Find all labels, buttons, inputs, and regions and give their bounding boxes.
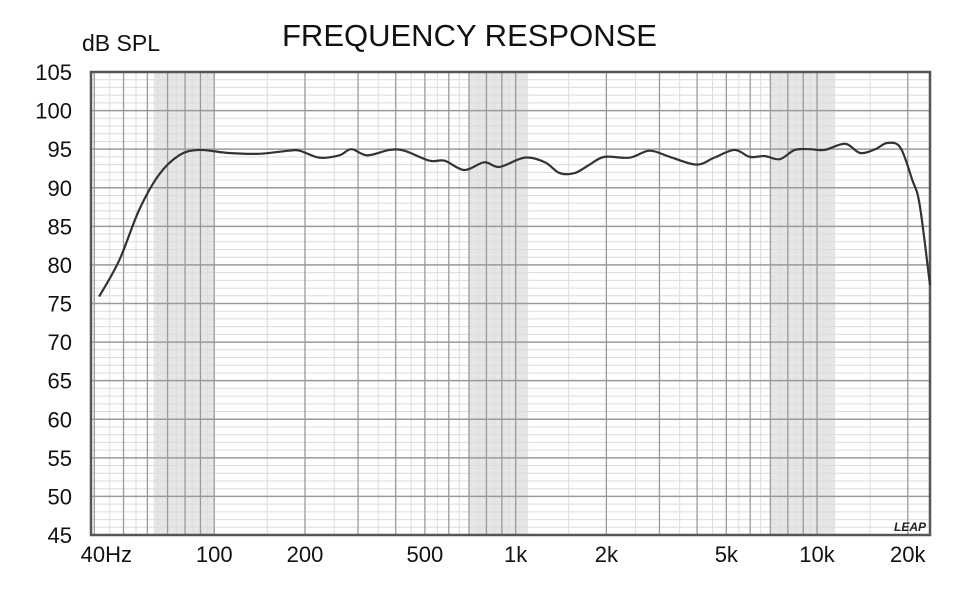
x-tick-label: 5k: [715, 542, 739, 567]
y-tick-label: 105: [35, 60, 72, 85]
y-tick-label: 50: [48, 484, 72, 509]
y-tick-label: 65: [48, 369, 72, 394]
y-axis-label: dB SPL: [82, 30, 160, 56]
x-tick-label: 200: [287, 542, 324, 567]
response-curve: [98, 141, 932, 298]
x-tick-label: 100: [196, 542, 233, 567]
y-tick-label: 100: [35, 99, 72, 124]
x-tick-label: 500: [407, 542, 444, 567]
x-tick-label: 1k: [504, 542, 528, 567]
x-tick-label: 20k: [890, 542, 926, 567]
y-tick-label: 95: [48, 137, 72, 162]
y-tick-label: 90: [48, 176, 72, 201]
plot-frame: [89, 70, 932, 537]
y-tick-label: 60: [48, 407, 72, 432]
x-tick-label: 2k: [595, 542, 619, 567]
x-tick-label: 40Hz: [81, 542, 132, 567]
chart-title: FREQUENCY RESPONSE: [282, 18, 657, 53]
y-tick-label: 75: [48, 292, 72, 317]
x-tick-label: 10k: [799, 542, 835, 567]
y-tick-label: 80: [48, 253, 72, 278]
y-tick-label: 45: [48, 523, 72, 548]
leap-watermark: LEAP: [894, 520, 927, 534]
y-tick-label: 55: [48, 446, 72, 471]
y-tick-label: 70: [48, 330, 72, 355]
y-tick-label: 85: [48, 214, 72, 239]
